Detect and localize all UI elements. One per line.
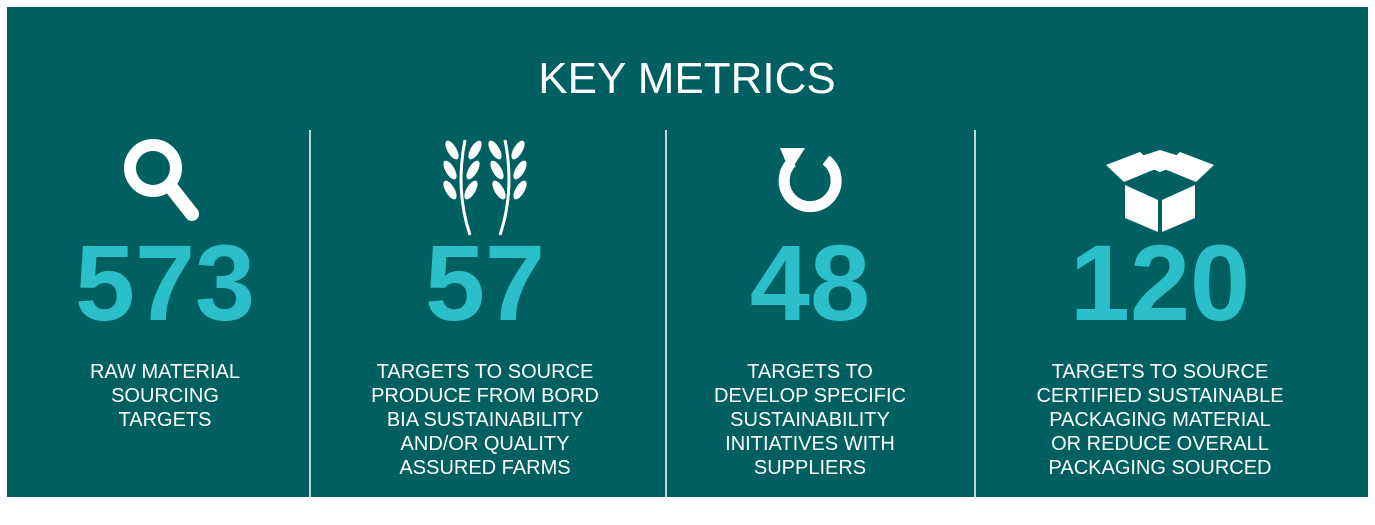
metric-description: ASSURED FARMS bbox=[399, 457, 570, 479]
metric-description: TARGETS bbox=[119, 409, 212, 431]
wheat-icon bbox=[443, 139, 527, 236]
metric-description: TARGETS TO SOURCE bbox=[1052, 361, 1269, 383]
box-icon bbox=[1106, 150, 1214, 232]
metric-description: SOURCING bbox=[111, 385, 219, 407]
search-icon bbox=[124, 139, 199, 221]
metric-value: 48 bbox=[750, 222, 870, 343]
metric-description: SUPPLIERS bbox=[754, 457, 866, 479]
refresh-icon bbox=[778, 148, 842, 213]
metric-description: PRODUCE FROM BORD bbox=[371, 385, 599, 407]
metric-value: 57 bbox=[425, 222, 545, 343]
metric-description: CERTIFIED SUSTAINABLE bbox=[1036, 385, 1283, 407]
metric-description: INITIATIVES WITH bbox=[725, 433, 895, 455]
metric-description: BIA SUSTAINABILITY bbox=[387, 409, 583, 431]
metric-description: AND/OR QUALITY bbox=[401, 433, 570, 455]
metric-value: 120 bbox=[1070, 222, 1250, 343]
metric-description: DEVELOP SPECIFIC bbox=[714, 385, 906, 407]
metric-description: PACKAGING SOURCED bbox=[1049, 457, 1272, 479]
metric-description: PACKAGING MATERIAL bbox=[1049, 409, 1271, 431]
metric-description: TARGETS TO SOURCE bbox=[377, 361, 594, 383]
metric-description: SUSTAINABILITY bbox=[730, 409, 890, 431]
metric-description: OR REDUCE OVERALL bbox=[1051, 433, 1269, 455]
dividers bbox=[309, 130, 976, 497]
title: KEY METRICS bbox=[538, 54, 835, 103]
metric-value: 573 bbox=[75, 222, 255, 343]
metric-description: RAW MATERIAL bbox=[90, 361, 240, 383]
panel bbox=[7, 7, 1368, 497]
metric-description: TARGETS TO bbox=[747, 361, 873, 383]
